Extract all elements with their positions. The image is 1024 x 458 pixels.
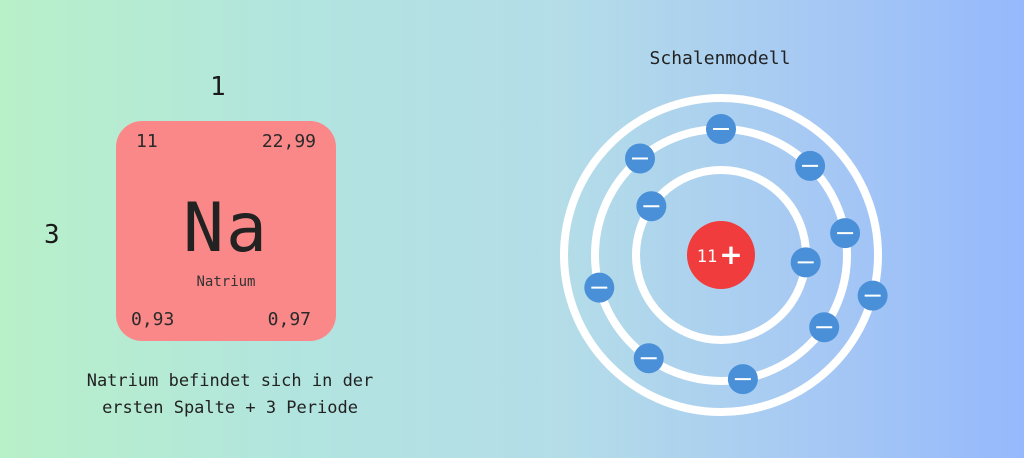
caption-line-1: Natrium befindet sich in der [86,371,374,391]
electron [809,312,840,343]
electrons [584,114,888,395]
element-name: Natrium [196,274,256,290]
electron [727,364,758,395]
nucleus-circle [687,221,755,289]
shell-3 [560,94,882,416]
electron [633,343,664,374]
caption-line-2: ersten Spalte + 3 Periode [102,398,358,418]
bottom-left-value: 0,93 [131,309,175,330]
electron [636,191,667,222]
element-card: 11 22,99 Na Natrium 0,93 0,97 [116,121,336,341]
atomic-mass: 22,99 [261,131,316,152]
nucleus-charge: 11 [697,247,717,267]
electron [830,218,861,249]
group-number: 1 [210,72,226,102]
shell-model-title: Schalenmodell [649,48,791,69]
electron [625,143,656,174]
electron [790,247,821,278]
plus-icon: + [719,238,742,271]
electron [857,280,888,311]
caption: Natrium befindet sich in der ersten Spal… [40,368,420,422]
electron [795,150,826,181]
electron [584,272,615,303]
bottom-right-value: 0,97 [267,309,311,330]
electron [706,114,736,144]
atomic-number: 11 [136,131,158,152]
element-symbol: Na [183,189,269,268]
nucleus: 11 + [687,221,755,289]
period-number: 3 [44,220,60,250]
